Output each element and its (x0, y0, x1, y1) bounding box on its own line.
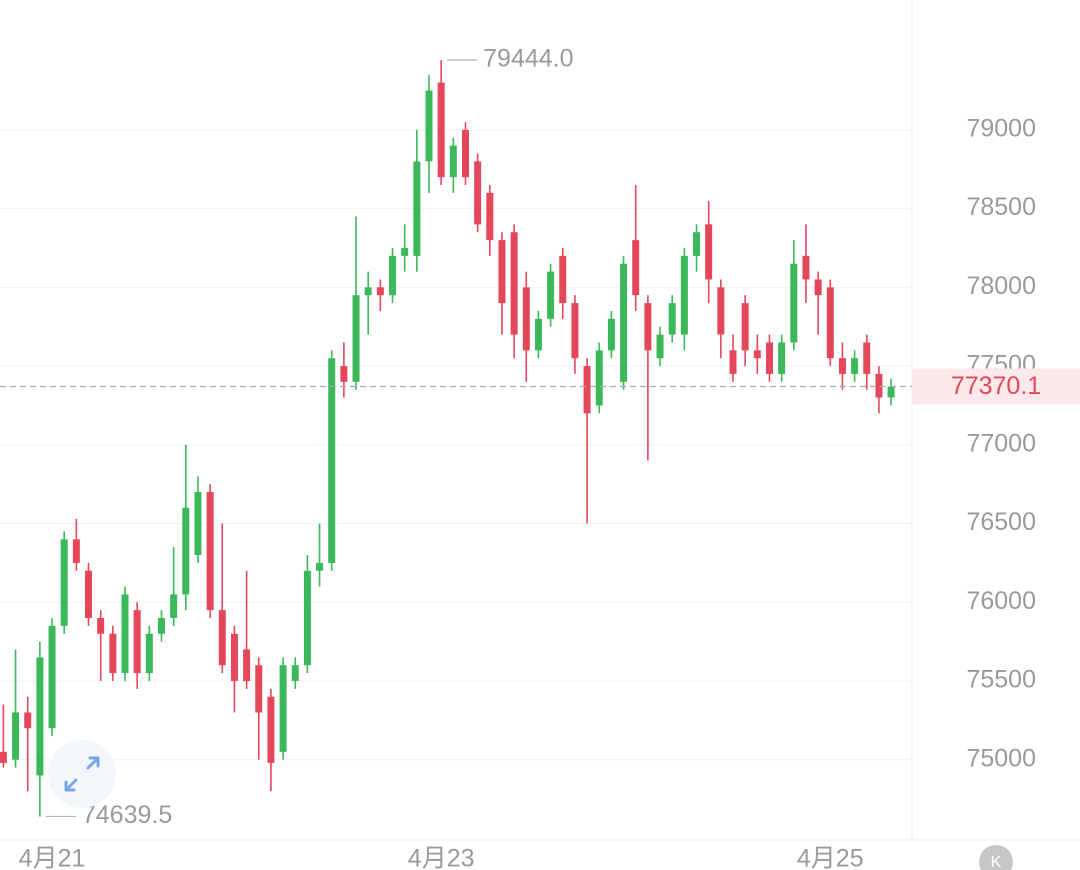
candle-body (194, 492, 202, 556)
x-tick-label: 4月25 (797, 845, 864, 870)
candle-body (693, 232, 701, 256)
candle-body (522, 287, 530, 351)
candle-body (486, 192, 494, 241)
candle-body (571, 303, 579, 359)
svg-text:K: K (991, 854, 1002, 870)
y-tick-label: 77000 (966, 429, 1036, 457)
candle-body (255, 665, 263, 713)
grid: 7500075500760007650077000775007800078500… (0, 115, 1036, 870)
candle-body (814, 279, 822, 296)
candle-body (12, 712, 20, 760)
candle-body (206, 492, 214, 611)
candle-body (680, 255, 688, 335)
candle-body (145, 633, 153, 674)
candle-body (182, 507, 190, 595)
candle-body (401, 247, 409, 256)
candle-body (267, 696, 275, 763)
candle-body (24, 712, 32, 729)
extreme-label: 74639.5 (82, 801, 172, 829)
candle-body (790, 263, 798, 343)
y-tick-label: 78500 (966, 193, 1036, 221)
candle-body (802, 255, 810, 280)
candle-body (461, 129, 469, 178)
candle-body (583, 366, 591, 414)
y-tick-label: 75000 (966, 744, 1036, 772)
candle-body (729, 350, 737, 374)
candle-body (449, 145, 457, 178)
candle-body (632, 240, 640, 296)
candle-body (498, 240, 506, 304)
candle-body (316, 562, 324, 571)
y-tick-label: 76000 (966, 587, 1036, 615)
candle-body (656, 334, 664, 359)
candle-body (352, 295, 360, 382)
candle-body (218, 610, 226, 666)
candle-body (778, 342, 786, 374)
candle-body (547, 271, 555, 319)
candle-body (133, 610, 141, 674)
expand-button[interactable] (48, 740, 116, 808)
x-tick-label: 4月21 (19, 845, 86, 870)
candle-body (364, 287, 372, 296)
candle-body (243, 649, 251, 681)
candle-body (48, 625, 56, 729)
candle-body (328, 358, 336, 563)
candle-body (851, 358, 859, 374)
candle-body (279, 665, 287, 752)
candle-body (437, 82, 445, 178)
candle-body (753, 350, 761, 359)
candle-body (303, 570, 311, 666)
last-price-box (912, 368, 1080, 405)
last-price-label: 77370.1 (951, 372, 1041, 400)
candle-body (838, 358, 846, 374)
candle-body (717, 287, 725, 335)
candle-body (863, 342, 871, 374)
candle-body (559, 255, 567, 304)
candle-body (376, 287, 384, 296)
y-tick-label: 78000 (966, 272, 1036, 300)
k-button[interactable]: K (979, 845, 1013, 870)
candle-body (157, 617, 165, 634)
candle-body (413, 161, 421, 256)
candle-body (230, 633, 238, 681)
extreme-label: 79444.0 (483, 45, 573, 73)
candle-body (668, 303, 676, 335)
candle-body (534, 318, 542, 351)
y-tick-label: 75500 (966, 666, 1036, 694)
candle-body (620, 263, 628, 382)
candle-body (121, 594, 129, 674)
candle-body (765, 342, 773, 374)
overlay: 79444.0 74639.5 77370.1 (0, 45, 1080, 829)
candle-body (595, 350, 603, 406)
candle-body (607, 318, 615, 351)
candle-body (36, 657, 44, 776)
candle-body (826, 287, 834, 359)
candle-body (741, 303, 749, 351)
candle-body (97, 617, 105, 634)
candle-body (887, 386, 895, 398)
y-tick-label: 79000 (966, 115, 1036, 143)
candle-body (875, 373, 883, 398)
candle-body (109, 633, 117, 674)
candle-body (0, 751, 7, 763)
candle-body (85, 570, 93, 618)
candle-body (72, 539, 80, 563)
candle-body (389, 255, 397, 296)
x-tick-label: 4月23 (408, 845, 475, 870)
y-tick-label: 76500 (966, 508, 1036, 536)
candle-body (705, 224, 713, 280)
candle-body (340, 366, 348, 382)
candle-body (510, 232, 518, 335)
candle-body (291, 665, 299, 681)
candle-body (425, 90, 433, 162)
candles (0, 59, 895, 817)
candle-body (170, 594, 178, 618)
candle-body (644, 303, 652, 351)
candle-body (60, 539, 68, 626)
candle-body (474, 161, 482, 225)
